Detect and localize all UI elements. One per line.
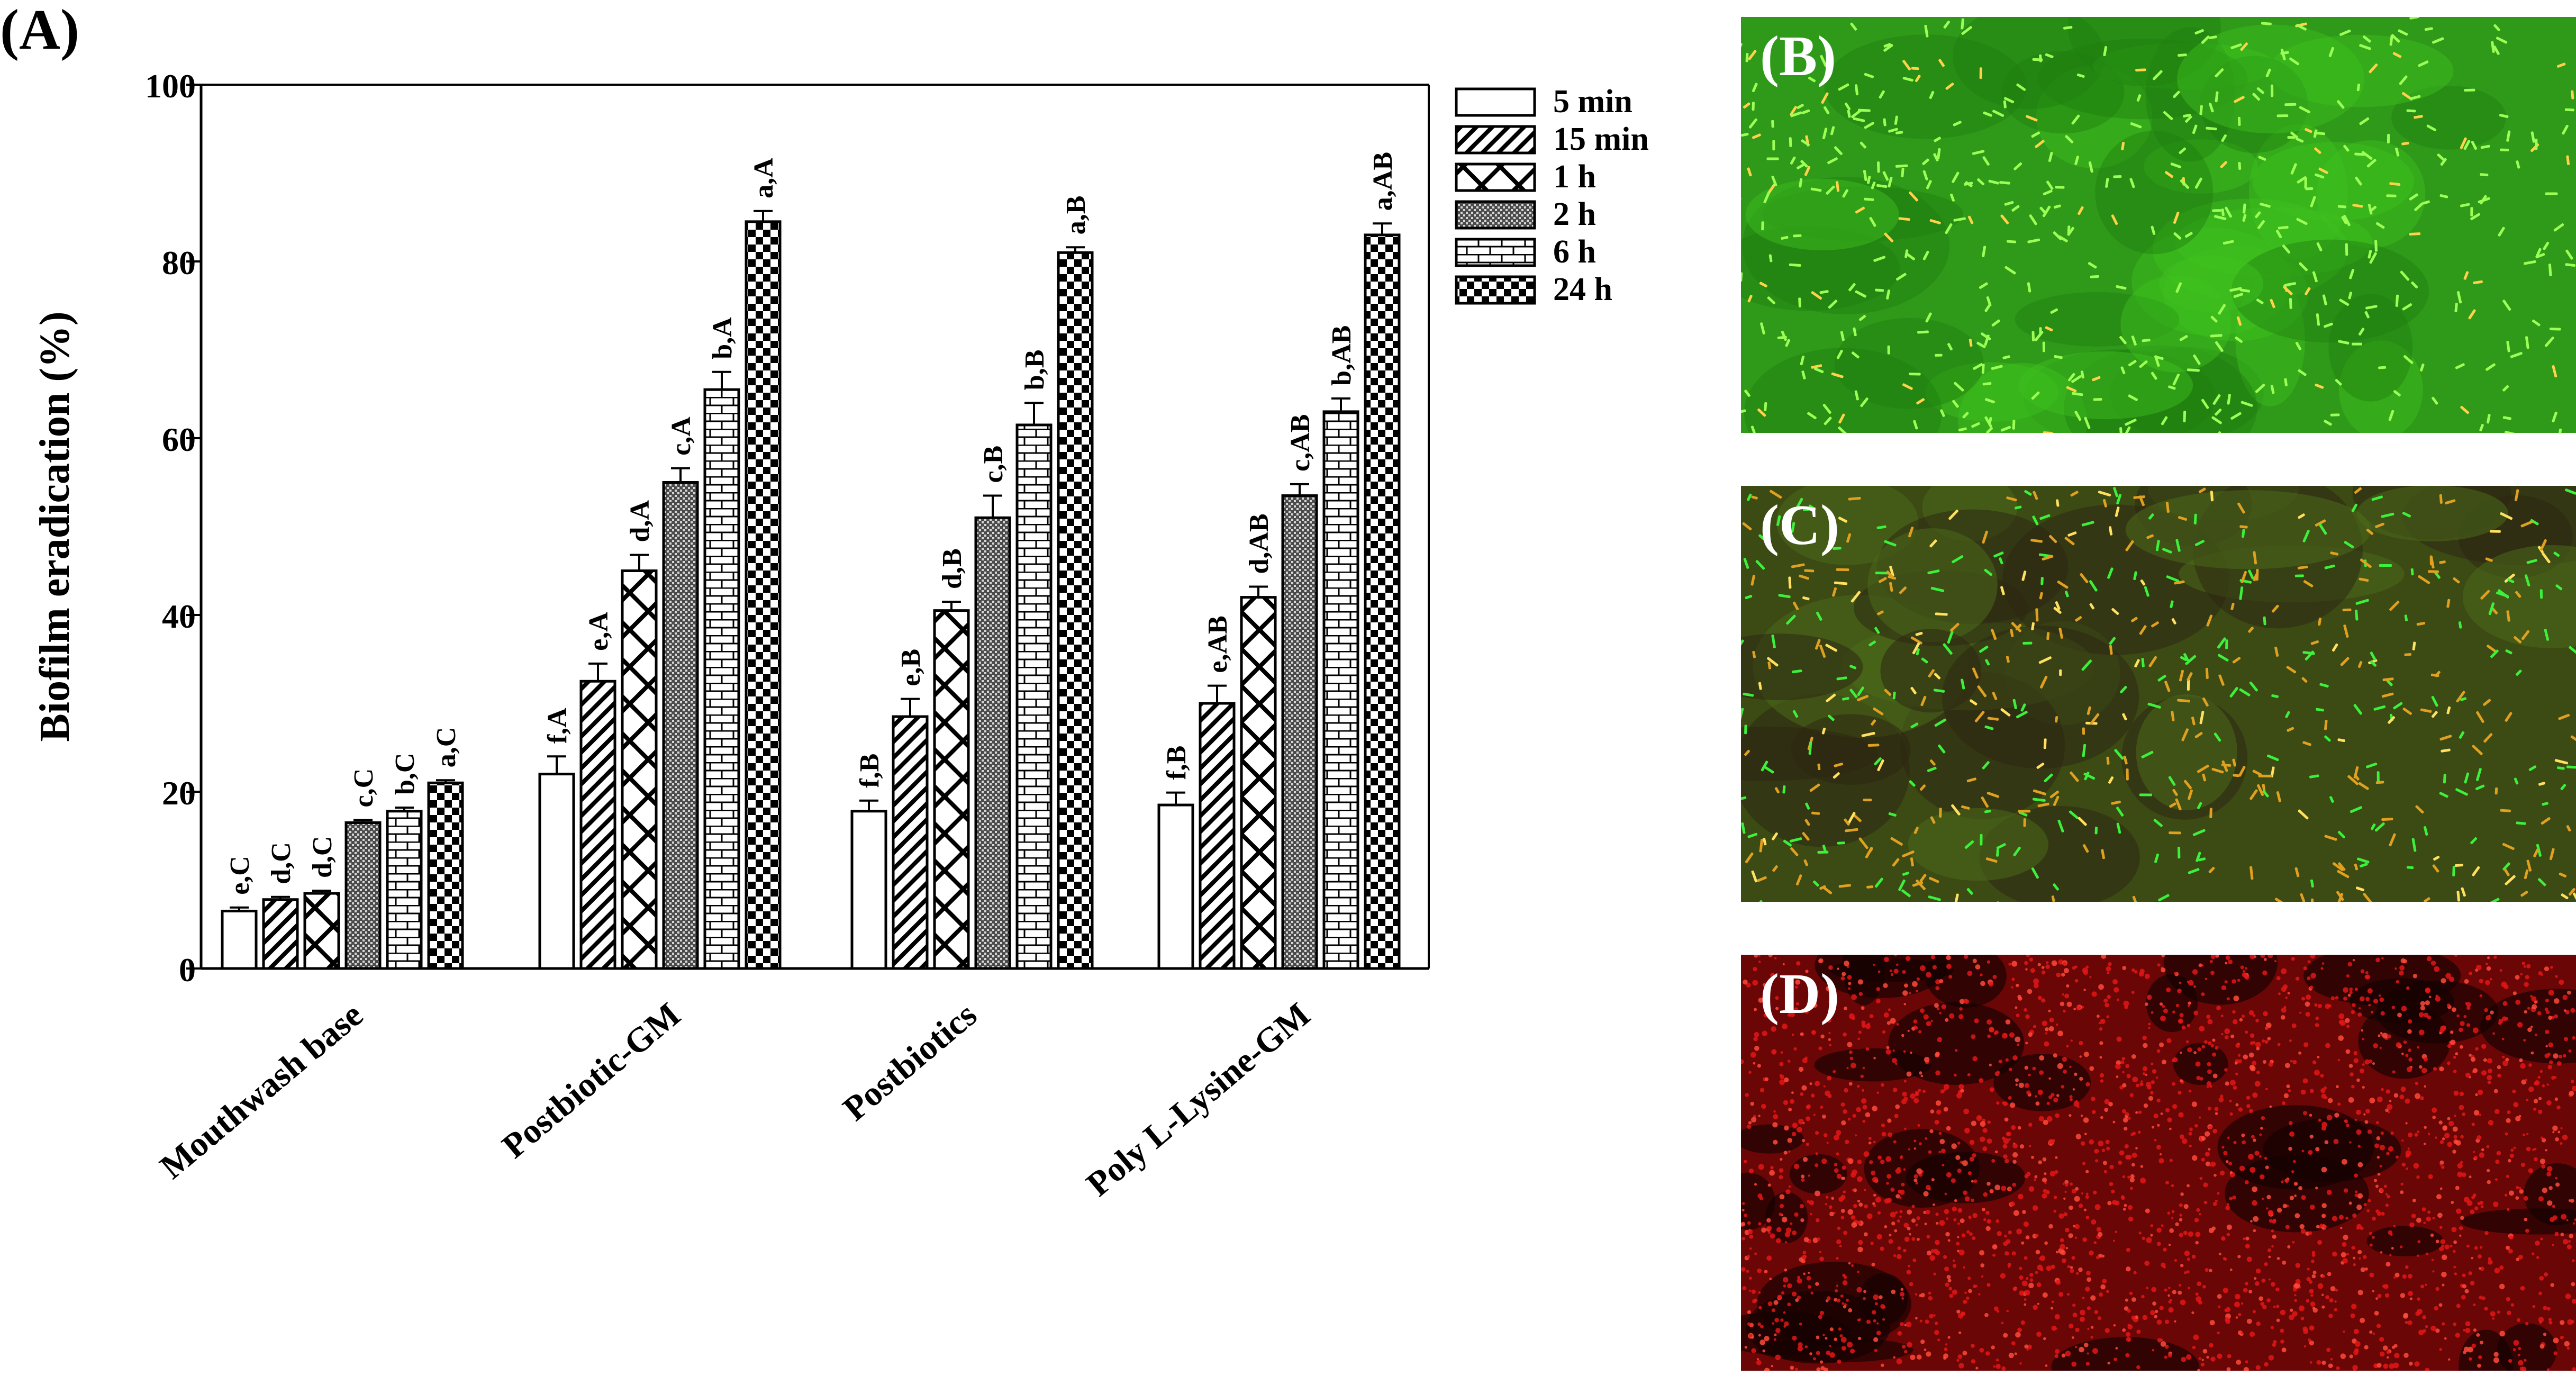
bar bbox=[1281, 494, 1318, 970]
bar bbox=[1322, 410, 1359, 970]
significance-label: a,B bbox=[1061, 196, 1091, 235]
legend-swatch bbox=[1455, 275, 1536, 305]
legend-swatch bbox=[1455, 87, 1536, 117]
legend-swatch bbox=[1455, 200, 1536, 230]
significance-label: e,C bbox=[225, 856, 255, 895]
legend-swatch bbox=[1455, 125, 1536, 155]
legend-label: 24 h bbox=[1553, 271, 1612, 307]
significance-label: d,AB bbox=[1244, 513, 1274, 574]
category-label: Poly L-Lysine-GM bbox=[1080, 995, 1318, 1204]
significance-label: b,B bbox=[1020, 350, 1050, 391]
bar bbox=[662, 481, 699, 970]
bar bbox=[933, 609, 970, 970]
bar bbox=[703, 388, 740, 970]
significance-label: f,B bbox=[855, 754, 885, 788]
y-axis-label: Biofilm eradication (%) bbox=[32, 311, 78, 741]
significance-label: d,A bbox=[625, 500, 655, 542]
bar bbox=[621, 569, 658, 970]
bar bbox=[344, 821, 382, 970]
legend-swatch bbox=[1455, 162, 1536, 192]
significance-label: d,C bbox=[266, 842, 296, 884]
bar bbox=[427, 781, 464, 970]
significance-label: a,C bbox=[431, 727, 461, 768]
significance-label: c,A bbox=[666, 417, 696, 456]
y-tick-label: 60 bbox=[162, 421, 196, 458]
significance-label: a,AB bbox=[1368, 152, 1398, 211]
y-tick-label: 100 bbox=[145, 67, 196, 105]
bar bbox=[1057, 251, 1094, 970]
significance-label: a,A bbox=[749, 158, 779, 198]
y-tick-label: 20 bbox=[162, 774, 196, 812]
micrograph-d: (D) bbox=[1741, 955, 2576, 1371]
bar bbox=[974, 516, 1011, 970]
legend-label: 15 min bbox=[1553, 121, 1649, 157]
significance-label: f,A bbox=[542, 708, 573, 744]
y-tick-label: 40 bbox=[162, 598, 196, 635]
panel-label-b: (B) bbox=[1760, 25, 1836, 88]
category-label: Postbiotic-GM bbox=[495, 995, 687, 1166]
bar bbox=[850, 810, 887, 970]
legend-label: 1 h bbox=[1553, 159, 1596, 195]
y-tick-label: 80 bbox=[162, 244, 196, 282]
significance-label: b,C bbox=[390, 753, 420, 795]
significance-label: c,C bbox=[349, 768, 379, 808]
bar bbox=[1364, 233, 1401, 970]
significance-label: b,A bbox=[708, 317, 738, 359]
panel-label-d: (D) bbox=[1760, 963, 1839, 1026]
bar bbox=[1240, 596, 1277, 970]
significance-label: d,C bbox=[307, 836, 338, 878]
bar bbox=[745, 220, 782, 970]
y-tick-label: 0 bbox=[179, 951, 196, 989]
bar bbox=[386, 810, 423, 970]
bar bbox=[579, 680, 616, 970]
panel-label-c: (C) bbox=[1760, 494, 1839, 557]
micrograph-b: (B) bbox=[1741, 17, 2576, 433]
significance-label: e,A bbox=[584, 612, 614, 651]
legend-label: 2 h bbox=[1553, 196, 1596, 232]
bar bbox=[221, 909, 258, 970]
significance-label: d,B bbox=[937, 548, 967, 589]
bar bbox=[1015, 423, 1053, 970]
category-label: Mouthwash base bbox=[153, 995, 370, 1187]
bar bbox=[262, 898, 299, 970]
legend-label: 6 h bbox=[1553, 234, 1596, 270]
significance-label: f,B bbox=[1162, 746, 1192, 780]
bar-chart: 0 20 40 60 80 100 e,C f,A f,B f,B d,C e,A e,B e,AB d,… bbox=[32, 67, 1649, 1204]
bar bbox=[1199, 702, 1236, 970]
bar bbox=[538, 773, 575, 970]
significance-label: b,AB bbox=[1327, 325, 1357, 386]
bar bbox=[1157, 803, 1194, 970]
legend-label: 5 min bbox=[1553, 84, 1632, 120]
bar bbox=[303, 892, 340, 970]
significance-label: e,B bbox=[896, 649, 926, 686]
significance-label: c,B bbox=[978, 446, 1009, 483]
panel-label-a: (A) bbox=[0, 0, 79, 61]
micrograph-c: (C) bbox=[1741, 486, 2576, 902]
bar bbox=[892, 715, 929, 970]
significance-label: e,AB bbox=[1203, 615, 1233, 673]
legend-swatch bbox=[1455, 238, 1536, 267]
category-label: Postbiotics bbox=[836, 995, 984, 1129]
significance-label: c,AB bbox=[1285, 414, 1316, 472]
